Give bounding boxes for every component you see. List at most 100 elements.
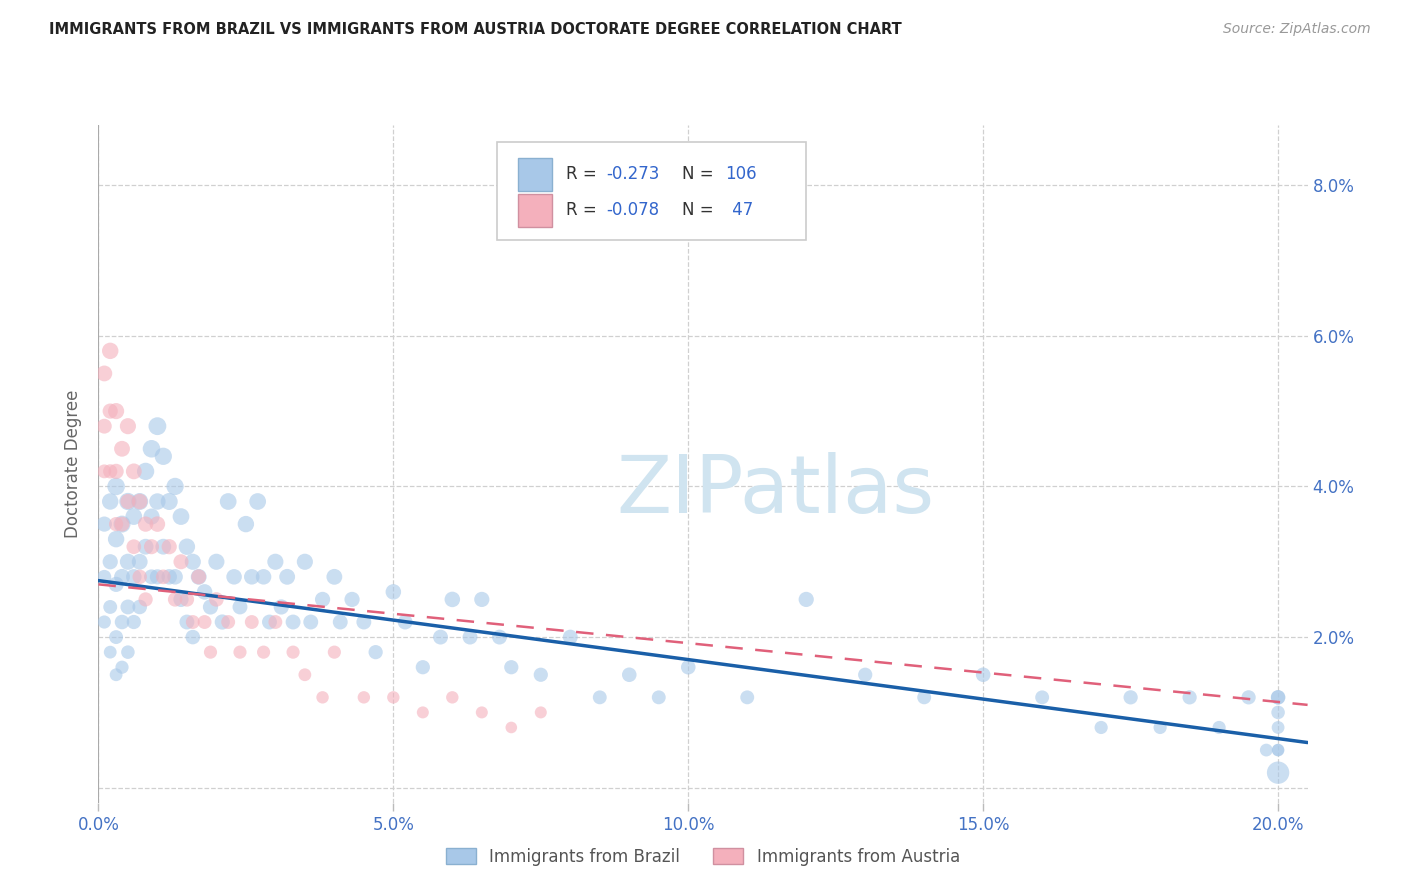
Point — [323, 570, 346, 584]
Point — [394, 615, 416, 629]
Point — [488, 630, 510, 644]
Point — [117, 419, 139, 434]
Point — [217, 615, 239, 629]
Point — [128, 570, 150, 584]
Point — [141, 570, 163, 584]
Point — [152, 450, 174, 464]
Point — [1237, 690, 1260, 705]
Point — [235, 517, 257, 532]
Point — [240, 615, 263, 629]
Point — [678, 660, 700, 674]
Point — [229, 645, 252, 659]
Point — [429, 630, 451, 644]
Point — [157, 494, 180, 508]
Text: R =: R = — [567, 165, 602, 184]
Point — [135, 464, 157, 478]
Point — [501, 660, 523, 674]
Point — [93, 517, 115, 532]
Point — [276, 570, 298, 584]
Point — [1119, 690, 1142, 705]
Point — [200, 599, 222, 614]
Point — [270, 599, 292, 614]
Point — [141, 442, 163, 456]
Point — [382, 690, 405, 705]
Point — [93, 419, 115, 434]
Point — [176, 615, 198, 629]
Point — [187, 570, 209, 584]
Point — [1149, 721, 1171, 735]
Point — [471, 592, 494, 607]
FancyBboxPatch shape — [498, 142, 806, 240]
Point — [165, 592, 187, 607]
Point — [98, 404, 121, 418]
Point — [135, 540, 157, 554]
Point — [252, 570, 274, 584]
Point — [560, 630, 582, 644]
Point — [264, 615, 287, 629]
Point — [146, 570, 169, 584]
Point — [157, 570, 180, 584]
Point — [98, 645, 121, 659]
Point — [294, 667, 316, 681]
Point — [135, 517, 157, 532]
Point — [146, 419, 169, 434]
Point — [105, 630, 128, 644]
Point — [648, 690, 671, 705]
Point — [93, 570, 115, 584]
Point — [111, 570, 134, 584]
Point — [128, 494, 150, 508]
Point — [329, 615, 352, 629]
Point — [105, 479, 128, 493]
Point — [194, 585, 217, 599]
Text: N =: N = — [682, 202, 720, 219]
Text: Source: ZipAtlas.com: Source: ZipAtlas.com — [1223, 22, 1371, 37]
Point — [246, 494, 269, 508]
Point — [211, 615, 233, 629]
Point — [105, 517, 128, 532]
Point — [259, 615, 281, 629]
Point — [152, 570, 174, 584]
Point — [972, 667, 994, 681]
Point — [217, 494, 239, 508]
Point — [122, 615, 145, 629]
Point — [1267, 765, 1289, 780]
Point — [93, 367, 115, 381]
Point — [181, 615, 204, 629]
Point — [441, 592, 464, 607]
Point — [117, 645, 139, 659]
Point — [222, 570, 245, 584]
Point — [141, 509, 163, 524]
Point — [794, 592, 817, 607]
Bar — [517, 194, 553, 227]
Point — [98, 494, 121, 508]
Point — [1267, 721, 1289, 735]
Point — [128, 555, 150, 569]
Point — [205, 592, 228, 607]
Point — [311, 592, 333, 607]
Point — [264, 555, 287, 569]
Text: 47: 47 — [727, 202, 754, 219]
Text: -0.273: -0.273 — [606, 165, 659, 184]
Text: R =: R = — [567, 202, 602, 219]
Point — [176, 540, 198, 554]
Point — [152, 540, 174, 554]
Point — [170, 592, 193, 607]
Point — [281, 615, 304, 629]
Point — [122, 540, 145, 554]
Point — [122, 464, 145, 478]
Point — [111, 517, 134, 532]
Point — [1178, 690, 1201, 705]
Point — [157, 540, 180, 554]
Point — [187, 570, 209, 584]
Point — [281, 645, 304, 659]
Point — [1031, 690, 1053, 705]
Point — [353, 690, 375, 705]
Point — [117, 599, 139, 614]
Point — [353, 615, 375, 629]
Point — [323, 645, 346, 659]
Point — [501, 721, 523, 735]
Point — [1267, 690, 1289, 705]
Point — [111, 442, 134, 456]
Point — [1090, 721, 1112, 735]
Point — [105, 404, 128, 418]
